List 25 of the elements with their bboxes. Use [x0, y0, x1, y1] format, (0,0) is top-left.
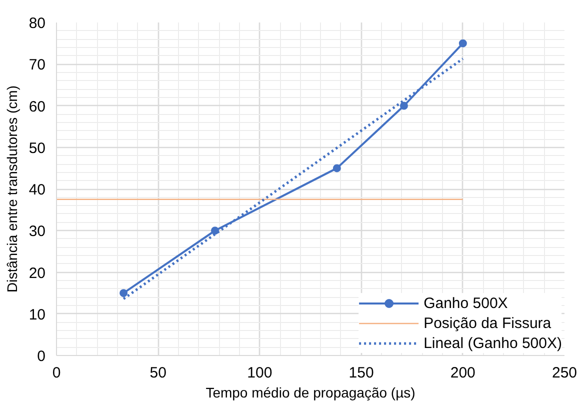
- x-tick-label: 250: [552, 364, 578, 382]
- point: [400, 102, 408, 110]
- legend-label: Ganho 500X: [424, 294, 508, 312]
- point: [210, 226, 219, 235]
- y-tick-label: 70: [28, 56, 46, 74]
- point: [120, 289, 128, 298]
- legend-label: Posição da Fissura: [424, 314, 552, 332]
- y-tick-label: 20: [28, 264, 46, 282]
- y-tick-label: 80: [28, 15, 46, 32]
- x-tick-label: 200: [450, 364, 476, 382]
- x-tick-label: 100: [247, 364, 272, 382]
- x-tick-label: 50: [150, 364, 166, 382]
- y-tick-label: 50: [28, 140, 46, 157]
- y-tick-label: 40: [28, 182, 46, 198]
- point: [458, 39, 467, 48]
- x-tick-label: 150: [348, 364, 374, 382]
- y-axis-title: Distância entre transdutores (cm): [4, 86, 20, 292]
- y-tick-label: 60: [28, 98, 46, 116]
- point: [332, 164, 341, 172]
- y-tick-label: 0: [37, 348, 46, 365]
- legend-label: Lineal (Ganho 500X): [424, 334, 562, 352]
- x-tick-label: 0: [52, 364, 61, 382]
- y-tick-label: 10: [28, 306, 46, 324]
- y-tick-label: 30: [28, 223, 46, 240]
- x-axis-title: Tempo médio de propagação (µs): [206, 384, 416, 400]
